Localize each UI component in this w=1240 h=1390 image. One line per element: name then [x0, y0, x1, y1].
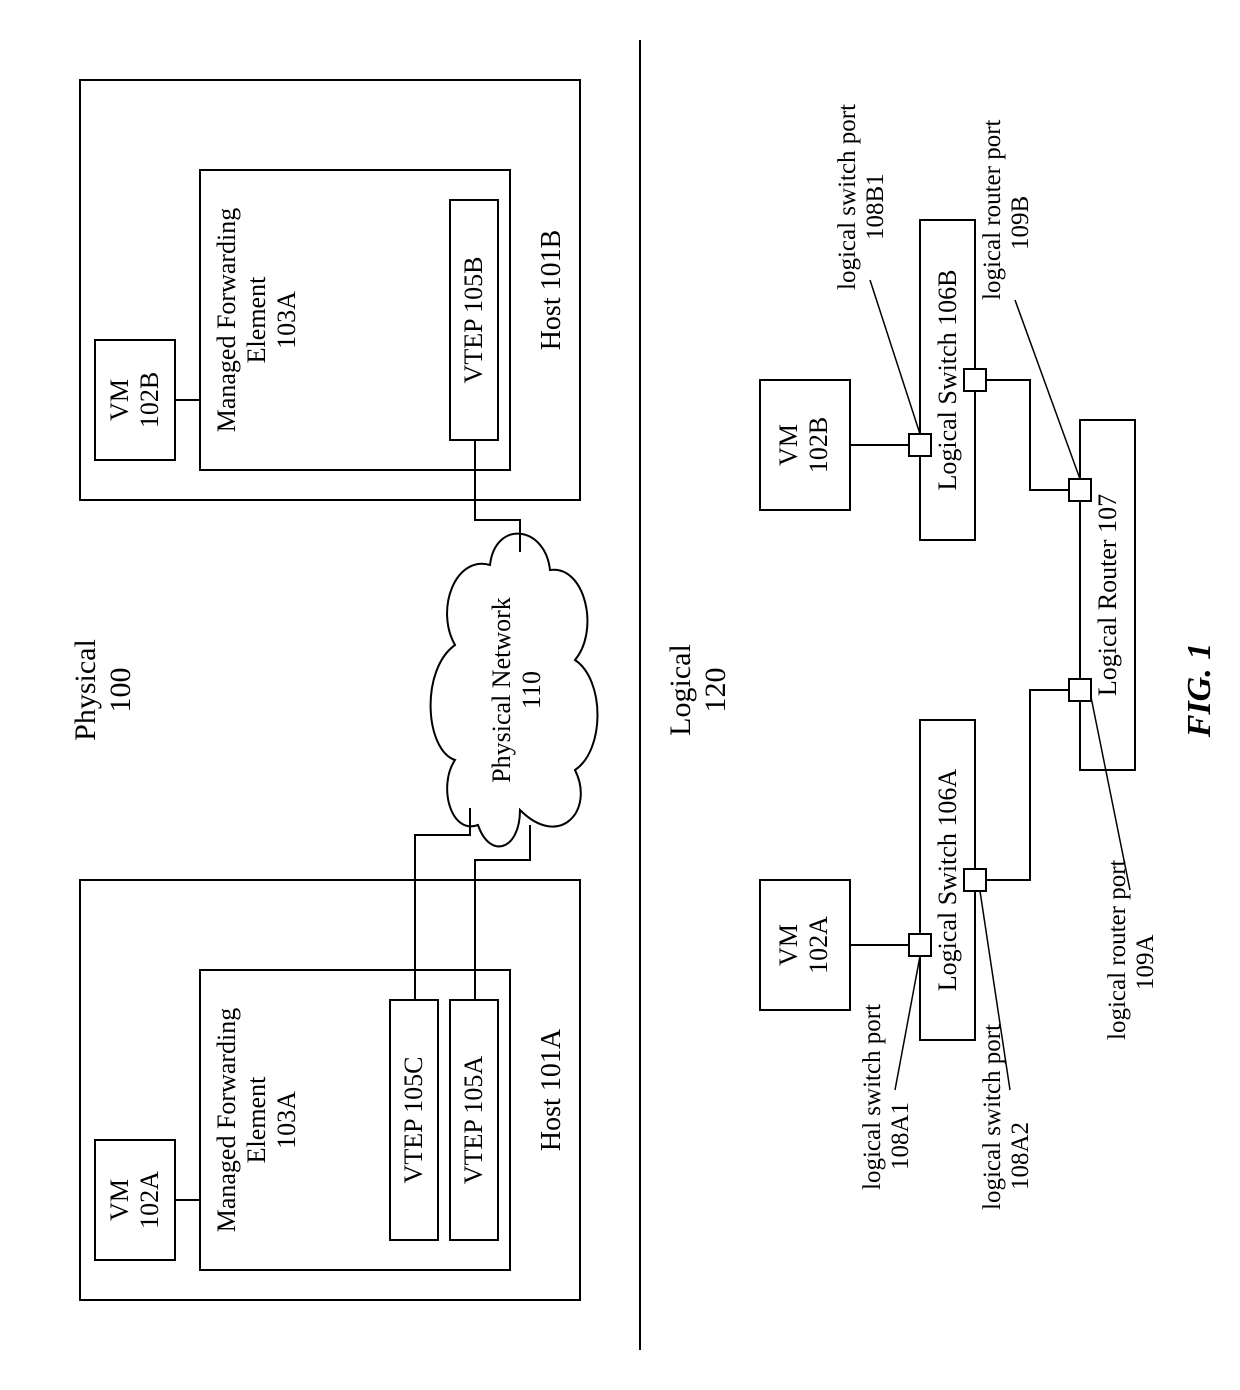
logical-vm-a-l2: 102A [804, 916, 833, 974]
lbl-lsp-a1-1: logical switch port [859, 1004, 886, 1190]
cloud-label-1: Physical Network [487, 597, 516, 783]
link-ls-a-lr [986, 690, 1069, 880]
port-ls-b2 [964, 369, 986, 391]
physical-section: Physical 100 Host 101A VM 102A Managed F… [69, 80, 598, 1300]
port-lr-a [1069, 679, 1091, 701]
lbl-lsp-a2-1: logical switch port [979, 1024, 1006, 1210]
link-vtep-a-cloud [475, 825, 530, 1000]
logical-header: Logical [664, 644, 697, 736]
cloud-label-2: 110 [517, 671, 546, 709]
vm-a-l1: VM [105, 1179, 134, 1221]
vm-a-l2: 102A [135, 1171, 164, 1229]
link-ls-b-lr [986, 380, 1069, 490]
figure-canvas: Physical 100 Host 101A VM 102A Managed F… [0, 0, 1240, 1390]
host-b-box [80, 80, 580, 500]
logical-vm-a-l1: VM [774, 924, 803, 966]
lbl-lsp-b1-1: logical switch port [834, 104, 861, 290]
link-vtep-b-cloud [475, 440, 520, 552]
lbl-lsp-a2-2: 108A2 [1007, 1122, 1034, 1190]
logical-vm-b-l2: 102B [804, 417, 833, 473]
logical-header-id: 120 [699, 668, 732, 713]
physical-header-id: 100 [104, 668, 137, 713]
port-ls-b1 [909, 434, 931, 456]
mfe-a-l3: 103A [272, 1091, 301, 1149]
lbl-lrp-a-1: logical router port [1104, 859, 1131, 1040]
vm-b-l2: 102B [135, 372, 164, 428]
logical-switch-b-label: Logical Switch 106B [933, 270, 962, 491]
figure-label: FIG. 1 [1181, 643, 1218, 738]
mfe-a-l1: Managed Forwarding [212, 1008, 241, 1233]
leader-lsp-b1 [870, 280, 920, 434]
logical-switch-a-label: Logical Switch 106A [933, 769, 962, 992]
lbl-lrp-a-2: 109A [1132, 934, 1159, 990]
physical-network-cloud: Physical Network 110 [431, 534, 598, 847]
host-b-label: Host 101B [536, 230, 567, 351]
vtep-c-label: VTEP 105C [399, 1057, 428, 1184]
mfe-a-l2: Element [242, 1076, 271, 1163]
link-vtep-c-cloud [415, 808, 470, 1000]
logical-router-label: Logical Router 107 [1093, 494, 1122, 696]
port-lr-b [1069, 479, 1091, 501]
host-b: Host 101B VM 102B Managed Forwarding Ele… [80, 80, 580, 500]
vm-b-l1: VM [105, 379, 134, 421]
vtep-a-label: VTEP 105A [459, 1056, 488, 1185]
leader-lsp-a1 [895, 956, 920, 1090]
host-a-box [80, 880, 580, 1300]
physical-header: Physical [69, 639, 102, 741]
mfe-b-l3: 103A [272, 291, 301, 349]
lbl-lsp-b1-2: 108B1 [862, 173, 889, 240]
logical-vm-b-l1: VM [774, 424, 803, 466]
lbl-lrp-b-2: 109B [1007, 196, 1034, 250]
mfe-b-l1: Managed Forwarding [212, 208, 241, 433]
port-ls-a2 [964, 869, 986, 891]
vtep-b-label: VTEP 105B [459, 257, 488, 384]
leader-lrp-b [1015, 300, 1080, 479]
host-a-label: Host 101A [536, 1028, 567, 1151]
logical-section: Logical 120 VM 102A VM 102B Logical Swit… [664, 104, 1159, 1210]
lbl-lrp-b-1: logical router port [979, 119, 1006, 300]
host-a: Host 101A VM 102A Managed Forwarding Ele… [80, 880, 580, 1300]
mfe-b-l2: Element [242, 276, 271, 363]
port-ls-a1 [909, 934, 931, 956]
lbl-lsp-a1-2: 108A1 [887, 1102, 914, 1170]
